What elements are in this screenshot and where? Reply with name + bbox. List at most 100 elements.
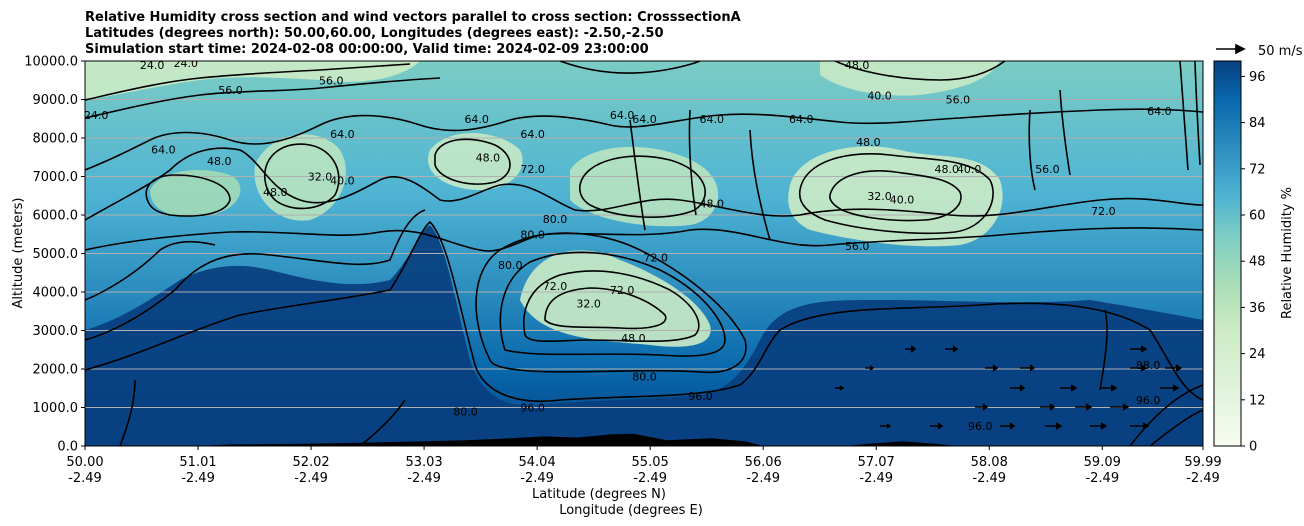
x-tick-label-lon: -2.49	[294, 471, 328, 486]
contour-label: 24.0	[173, 57, 198, 70]
contour-label: 64.0	[789, 113, 814, 126]
contour-line	[834, 61, 1006, 81]
x-tick-label-lon: -2.49	[1085, 471, 1119, 486]
contour-label: 40.0	[330, 174, 355, 187]
dry-region-left	[150, 170, 241, 217]
x-tick-label-lon: -2.49	[1186, 471, 1220, 486]
x-tick-label-lat: 57.07	[858, 455, 895, 470]
dry-region-center-top	[570, 146, 719, 227]
contour-line	[798, 152, 994, 235]
colorbar-ticks: 0 12 24 36 48 60 72 84 96	[1241, 70, 1266, 455]
colorbar-tick-label: 96	[1249, 70, 1266, 85]
colorbar-label: Relative Humidity %	[1280, 187, 1295, 319]
contour-line	[85, 147, 1203, 221]
contour-label: 48.0	[263, 186, 288, 199]
wind-vector	[1020, 364, 1036, 372]
wind-vector	[1060, 384, 1078, 392]
wind-vector	[1130, 422, 1150, 430]
y-axis: 0.0 1000.0 2000.0 3000.0 4000.0 5000.0 6000.0 7…	[24, 55, 85, 455]
y-tick-label: 9000.0	[33, 93, 79, 108]
contour-line	[85, 77, 441, 119]
contour-line	[119, 379, 136, 446]
contour-label: 80.0	[498, 259, 523, 272]
colorbar: 0 12 24 36 48 60 72 84 96 Relative Humidity %	[1213, 60, 1295, 455]
contour-line	[829, 170, 962, 222]
contour-label: 40.0	[957, 163, 982, 176]
contour-line	[523, 270, 700, 343]
contour-line	[499, 251, 726, 357]
wind-vectors	[835, 345, 1183, 430]
y-tick-label: 7000.0	[33, 170, 79, 185]
wind-vector	[905, 345, 917, 353]
wind-vector	[1090, 422, 1108, 430]
colorbar-tick-label: 60	[1249, 209, 1266, 224]
wind-vector	[1100, 384, 1118, 392]
y-tick-label: 4000.0	[33, 286, 79, 301]
wind-vector	[1000, 422, 1016, 430]
contour-label: 80.0	[453, 405, 478, 418]
y-gridlines	[85, 99, 1203, 408]
contour-line	[1129, 384, 1203, 446]
x-tick-label-lon: -2.49	[746, 471, 780, 486]
y-tick-label: 2000.0	[33, 363, 79, 378]
x-tick-label-lat: 58.08	[971, 455, 1008, 470]
x-tick-label-lon: -2.49	[520, 471, 554, 486]
contour-label: 64.0	[151, 144, 176, 157]
contour-label: 64.0	[632, 113, 657, 126]
x-tick-label-lat: 51.01	[179, 455, 216, 470]
contour-label: 56.0	[845, 240, 870, 253]
contour-label: 64.0	[610, 109, 635, 122]
chart-title: Relative Humidity cross section and wind…	[85, 10, 741, 57]
colorbar-tick-label: 24	[1249, 347, 1266, 362]
dry-region-right	[788, 146, 1003, 247]
contour-label: 48.0	[934, 163, 959, 176]
contour-label: 96.0	[688, 390, 713, 403]
contour-line	[85, 108, 1203, 171]
colorbar-tick-label: 72	[1249, 162, 1266, 177]
colorbar-tick-label: 36	[1249, 301, 1266, 316]
contour-label: 48.0	[699, 197, 724, 210]
y-axis-label: Altitude (meters)	[11, 198, 26, 309]
contour-label: 72.0	[1091, 205, 1116, 218]
contour-label: 48.0	[476, 151, 501, 164]
quiver-key: 50 m/s	[1216, 43, 1303, 59]
colorbar-tick-label: 84	[1249, 116, 1266, 131]
wind-vector	[1040, 403, 1056, 411]
x-tick-label-lat: 53.03	[405, 455, 442, 470]
contour-label: 56.0	[946, 94, 971, 107]
wind-vector	[1165, 364, 1183, 372]
wind-vector	[1110, 403, 1130, 411]
colorbar-ramp	[1213, 60, 1242, 447]
contour-line	[85, 240, 216, 301]
high-humidity-region	[85, 225, 1203, 446]
contour-label: 48.0	[621, 332, 646, 345]
title-line-2: Latitudes (degrees north): 50.00,60.00, …	[85, 26, 664, 41]
x-tick-label-lon: -2.49	[972, 471, 1006, 486]
colorbar-tick-label: 48	[1249, 255, 1266, 270]
contour-label: 96.0	[968, 420, 993, 433]
contour-label: 48.0	[207, 155, 232, 168]
terrain	[85, 433, 1203, 446]
contour-label: 64.0	[699, 113, 724, 126]
contour-label: 32.0	[867, 190, 892, 203]
contour-label: 72.0	[520, 163, 545, 176]
contour-line	[629, 61, 1201, 241]
contour-label: 96.0	[1136, 394, 1161, 407]
quiver-key-label: 50 m/s	[1258, 44, 1303, 59]
contour-labels: 24.024.0 24.056.056.064.048.064.032.040.0…	[85, 57, 1172, 433]
x-axis: 50.00-2.4951.01-2.4952.02-2.4953.03-2.49…	[66, 446, 1222, 486]
title-line-1: Relative Humidity cross section and wind…	[85, 10, 741, 25]
contour-label: 48.0	[845, 59, 870, 72]
contour-line	[544, 287, 667, 330]
x-tick-label-lat: 52.02	[292, 455, 329, 470]
contour-label: 80.0	[632, 371, 657, 384]
y-tick-label: 5000.0	[33, 247, 79, 262]
x-tick-label-lon: -2.49	[181, 471, 215, 486]
wind-vector	[1160, 384, 1180, 392]
title-line-3: Simulation start time: 2024-02-08 00:00:…	[85, 42, 649, 57]
wind-vector	[1130, 364, 1148, 372]
x-tick-label-lat: 54.04	[519, 455, 556, 470]
contour-line	[145, 174, 231, 217]
contour-line	[559, 61, 701, 74]
contour-line	[359, 399, 406, 446]
